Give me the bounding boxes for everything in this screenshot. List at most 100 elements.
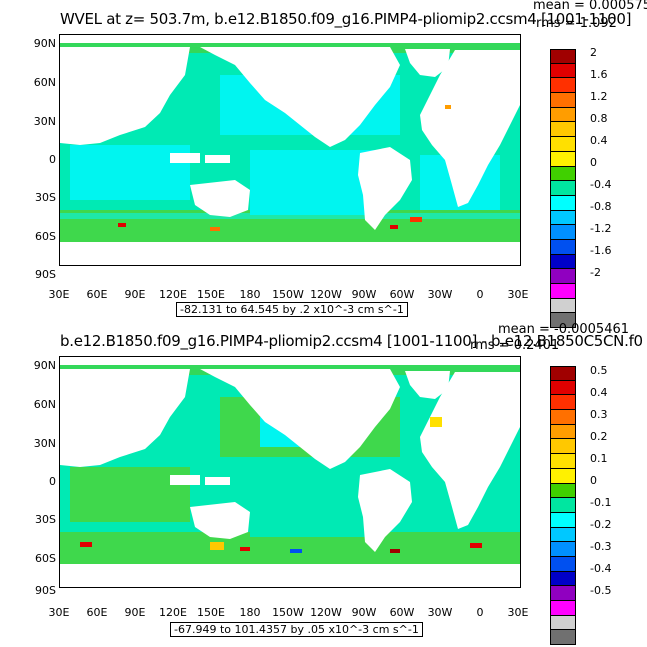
contour-range: -82.131 to 64.545 by .2 x10^-3 cm s^-1: [176, 302, 408, 317]
lat-label: 60N: [33, 76, 56, 89]
lon-label: 30E: [48, 606, 70, 619]
colorbar-label: -1.6: [590, 244, 612, 257]
lat-label: 30N: [33, 437, 56, 450]
lon-label: 90W: [351, 606, 377, 619]
colorbar-swatch: [550, 225, 576, 240]
panel-bottom: b.e12.B1850.f09_g16.PIMP4-pliomip2.ccsm4…: [0, 322, 647, 646]
colorbar-swatch: [550, 556, 576, 572]
panel-title: b.e12.B1850.f09_g16.PIMP4-pliomip2.ccsm4…: [60, 332, 643, 350]
colorbar-swatch: [550, 439, 576, 455]
colorbar: [550, 49, 576, 329]
lat-label: 90N: [33, 359, 56, 372]
colorbar-swatch: [550, 571, 576, 587]
colorbar-swatch: [550, 254, 576, 270]
colorbar-swatch: [550, 366, 576, 381]
lon-label: 120W: [310, 288, 342, 301]
colorbar-label: 0.2: [590, 430, 608, 443]
lat-label: 90N: [33, 37, 56, 50]
colorbar-swatch: [550, 512, 576, 528]
colorbar-swatch: [550, 380, 576, 396]
lon-label: 180: [239, 288, 261, 301]
lon-label: 120E: [159, 288, 187, 301]
lon-label: 90W: [351, 288, 377, 301]
lon-label: 30W: [427, 288, 453, 301]
colorbar-swatch: [550, 239, 576, 255]
map-plot: [59, 356, 521, 588]
lat-label: 0: [49, 475, 56, 488]
colorbar: [550, 366, 576, 646]
colorbar-label: -0.5: [590, 584, 612, 597]
lat-label: 60N: [33, 398, 56, 411]
lat-label: 90S: [35, 268, 56, 281]
lon-label: 0: [476, 606, 484, 619]
colorbar-swatch: [550, 424, 576, 440]
colorbar-label: 0.4: [590, 134, 608, 147]
colorbar-swatch: [550, 122, 576, 138]
lon-label: 180: [239, 606, 261, 619]
lon-label: 90E: [124, 288, 146, 301]
colorbar-label: -0.8: [590, 200, 612, 213]
rms-stat: rms = 0.2401: [470, 338, 560, 353]
colorbar-label: -0.1: [590, 496, 612, 509]
colorbar-swatch: [550, 78, 576, 94]
colorbar-swatch: [550, 483, 576, 499]
lon-label: 0: [476, 288, 484, 301]
colorbar-swatch: [550, 298, 576, 314]
colorbar-label: 0: [590, 156, 597, 169]
colorbar-label: 0.5: [590, 364, 608, 377]
mean-stat: mean = 0.0005752: [533, 0, 647, 13]
lon-label: 90E: [124, 606, 146, 619]
lon-label: 150W: [272, 606, 304, 619]
lon-label: 120E: [159, 606, 187, 619]
colorbar-label: -2: [590, 266, 601, 279]
rms-stat: rms = 1.092: [536, 16, 617, 31]
lat-label: 30N: [33, 115, 56, 128]
colorbar-swatch: [550, 166, 576, 182]
lon-label: 60E: [86, 606, 108, 619]
colorbar-label: 0.3: [590, 408, 608, 421]
colorbar-swatch: [550, 195, 576, 211]
contour-range: -67.949 to 101.4357 by .05 x10^-3 cm s^-…: [170, 622, 423, 637]
map-plot: [59, 34, 521, 266]
lon-label: 150W: [272, 288, 304, 301]
colorbar-swatch: [550, 210, 576, 226]
colorbar-swatch: [550, 269, 576, 284]
colorbar-swatch: [550, 313, 576, 329]
lon-label: 60W: [389, 288, 415, 301]
colorbar-label: -0.3: [590, 540, 612, 553]
colorbar-label: 1.6: [590, 68, 608, 81]
colorbar-label: 0.4: [590, 386, 608, 399]
lat-label: 30S: [35, 191, 56, 204]
lat-label: 60S: [35, 552, 56, 565]
colorbar-swatch: [550, 410, 576, 425]
colorbar-swatch: [550, 527, 576, 543]
lon-label: 30E: [507, 288, 529, 301]
colorbar-swatch: [550, 284, 576, 299]
colorbar-swatch: [550, 151, 576, 167]
colorbar-swatch: [550, 630, 576, 646]
colorbar-label: 0.1: [590, 452, 608, 465]
colorbar-label: 0: [590, 474, 597, 487]
lon-label: 60W: [389, 606, 415, 619]
lon-label: 60E: [86, 288, 108, 301]
colorbar-label: 2: [590, 46, 597, 59]
colorbar-swatch: [550, 542, 576, 557]
colorbar-swatch: [550, 181, 576, 196]
map-canvas: [60, 35, 520, 265]
colorbar-label: -0.2: [590, 518, 612, 531]
lat-label: 30S: [35, 513, 56, 526]
lon-label: 30W: [427, 606, 453, 619]
lat-label: 90S: [35, 584, 56, 597]
lon-label: 150E: [197, 606, 225, 619]
colorbar-label: 1.2: [590, 90, 608, 103]
colorbar-label: 0.8: [590, 112, 608, 125]
panel-title: WVEL at z= 503.7m, b.e12.B1850.f09_g16.P…: [60, 10, 632, 28]
colorbar-swatch: [550, 615, 576, 631]
lat-label: 0: [49, 153, 56, 166]
colorbar-label: -0.4: [590, 178, 612, 191]
mean-stat: mean = -0.0005461: [498, 322, 630, 337]
map-canvas: [60, 357, 520, 587]
lat-label: 60S: [35, 230, 56, 243]
colorbar-swatch: [550, 137, 576, 152]
colorbar-swatch: [550, 454, 576, 469]
